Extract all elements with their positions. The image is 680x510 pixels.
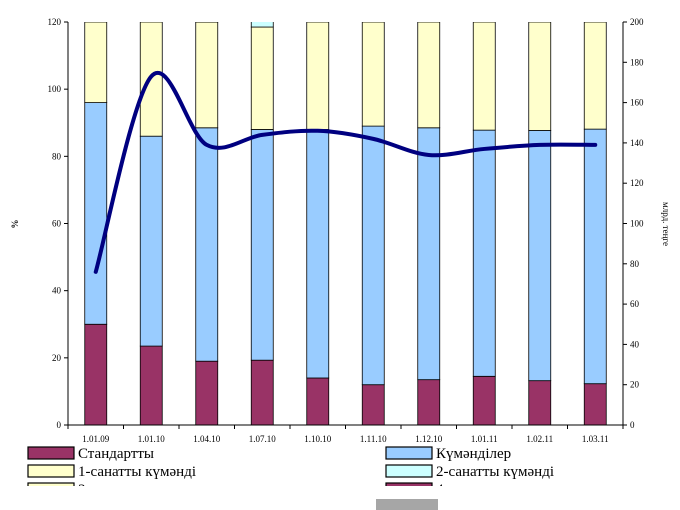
y-right-tick-label: 60 — [630, 299, 640, 309]
y-right-tick-label: 120 — [630, 178, 644, 188]
bar-2-8 — [528, 22, 552, 131]
x-tick-label: 1.03.11 — [582, 434, 609, 444]
bar-1-9 — [583, 128, 607, 385]
y-right-tick-label: 140 — [630, 138, 644, 148]
bar-0-0 — [84, 323, 108, 425]
legend-label: Күмәнділер — [436, 446, 511, 462]
x-tick-label: 1.01.09 — [82, 434, 110, 444]
bar-2-3 — [250, 26, 274, 130]
legend-swatch — [27, 446, 75, 460]
x-tick-label: 1.07.10 — [249, 434, 277, 444]
x-tick-label: 1.01.10 — [138, 434, 166, 444]
x-tick-label: 1.01.11 — [471, 434, 498, 444]
bar-2-4 — [306, 22, 330, 130]
bar-1-6 — [417, 127, 441, 381]
y-left-tick-label: 40 — [52, 286, 62, 296]
y-axis-right-title: млрд. теңге — [661, 202, 671, 246]
legend-label: 4 — [436, 482, 444, 498]
x-tick-label: 1.04.10 — [193, 434, 221, 444]
bar-1-8 — [528, 130, 552, 382]
bar-2-7 — [472, 22, 496, 131]
plot-area — [84, 22, 607, 425]
bar-0-1 — [139, 345, 163, 425]
line-layer — [93, 71, 598, 274]
y-right-tick-label: 100 — [630, 219, 644, 229]
bar-2-2 — [195, 22, 219, 129]
legend: Стандартты Күмәнділер 1-санатты күмәнді 2-с… — [27, 446, 554, 498]
legend-label: 2-санатты күмәнді — [436, 464, 554, 480]
y-left-tick-label: 80 — [52, 151, 62, 161]
legend-swatch — [385, 482, 433, 486]
legend-label: 1-санатты күмәнді — [78, 464, 196, 480]
bar-1-7 — [472, 129, 496, 377]
bar-3-2 — [195, 22, 219, 23]
y-left-tick-label: 60 — [52, 219, 62, 229]
bar-1-4 — [306, 129, 330, 379]
y-right-tick-label: 0 — [630, 420, 635, 430]
axes: 0 20 40 60 80 100 120 0 20 40 60 80 100 120 140 160 180 2… — [10, 17, 671, 444]
bar-1-5 — [361, 125, 385, 386]
bar-2-5 — [361, 22, 385, 127]
bar-0-4 — [306, 377, 330, 425]
y-right-tick-label: 180 — [630, 57, 644, 67]
bar-1-2 — [195, 127, 219, 362]
y-axis-left-title: % — [10, 220, 20, 229]
bar-2-6 — [417, 22, 441, 129]
legend-label: Стандартты — [78, 446, 154, 462]
y-left-tick-label: 100 — [48, 84, 62, 94]
legend-label: 3 — [78, 482, 86, 498]
bar-2-0 — [84, 22, 108, 103]
y-right-tick-label: 160 — [630, 98, 644, 108]
bar-1-0 — [84, 102, 108, 325]
x-tick-label: 1.10.10 — [304, 434, 332, 444]
bar-1-3 — [250, 129, 274, 361]
y-left-tick-label: 120 — [48, 17, 62, 27]
legend-swatch — [27, 482, 75, 486]
y-right-tick-label: 200 — [630, 17, 644, 27]
bar-1-1 — [139, 135, 163, 347]
bar-2-9 — [583, 22, 607, 130]
bar-0-2 — [195, 360, 219, 425]
bar-3-3 — [250, 22, 274, 28]
y-right-tick-label: 40 — [630, 339, 640, 349]
legend-swatch — [385, 446, 433, 460]
bar-0-6 — [417, 379, 441, 425]
legend-swatch — [385, 464, 433, 478]
x-tick-label: 1.02.11 — [526, 434, 553, 444]
bar-0-9 — [583, 383, 607, 425]
bar-0-8 — [528, 380, 552, 425]
bar-0-7 — [472, 375, 496, 425]
y-right-tick-label: 20 — [630, 380, 640, 390]
bar-0-5 — [361, 384, 385, 425]
y-right-tick-label: 80 — [630, 259, 640, 269]
x-tick-label: 1.12.10 — [415, 434, 443, 444]
scroll-thumb[interactable] — [376, 499, 438, 510]
y-left-tick-label: 0 — [57, 420, 62, 430]
y-left-tick-label: 20 — [52, 353, 62, 363]
line-series — [93, 71, 598, 274]
legend-swatch — [27, 464, 75, 478]
bar-0-3 — [250, 359, 274, 425]
x-tick-label: 1.11.10 — [360, 434, 387, 444]
